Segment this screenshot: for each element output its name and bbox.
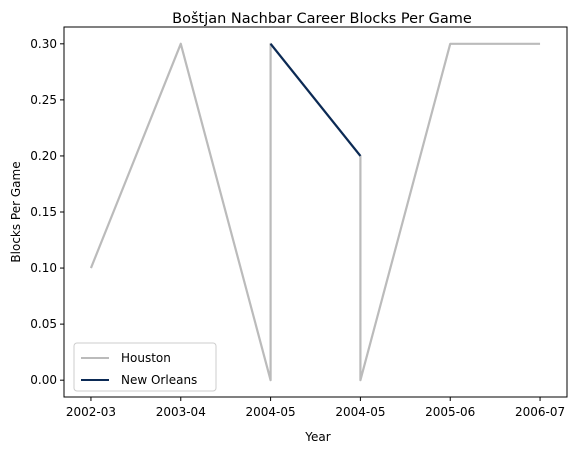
x-tick-label: 2002-03 — [66, 405, 116, 419]
legend-box — [73, 342, 217, 392]
series-line-houston — [89, 42, 541, 382]
plot-frame — [63, 26, 568, 398]
y-tick-label: 0.25 — [30, 93, 57, 107]
y-tick-label: 0.10 — [30, 261, 57, 275]
legend-label-new-orleans: New Orleans — [121, 373, 197, 387]
chart-title: Boštjan Nachbar Career Blocks Per Game — [172, 11, 472, 27]
x-tick-label: 2004-05 — [246, 405, 296, 419]
series-line-new-orleans — [269, 43, 362, 157]
legend: Houston New Orleans — [73, 342, 217, 392]
y-tick-label: 0.05 — [30, 317, 57, 331]
x-tick-label: 2004-05 — [335, 405, 385, 419]
x-tick-label: 2003-04 — [156, 405, 206, 419]
y-axis: 0.00 0.05 0.10 0.15 0.20 0.25 0.30 — [30, 37, 64, 387]
x-tick-label: 2005-06 — [425, 405, 475, 419]
y-tick-label: 0.15 — [30, 205, 57, 219]
plot-area — [89, 42, 541, 382]
legend-label-houston: Houston — [121, 351, 171, 365]
x-axis: 2002-03 2003-04 2004-05 2004-05 2005-06 2006-… — [66, 397, 565, 419]
x-axis-label: Year — [304, 430, 330, 444]
y-tick-label: 0.20 — [30, 149, 57, 163]
x-tick-label: 2006-07 — [515, 405, 565, 419]
y-tick-label: 0.00 — [30, 373, 57, 387]
y-axis-label: Blocks Per Game — [9, 161, 23, 262]
y-tick-label: 0.30 — [30, 37, 57, 51]
